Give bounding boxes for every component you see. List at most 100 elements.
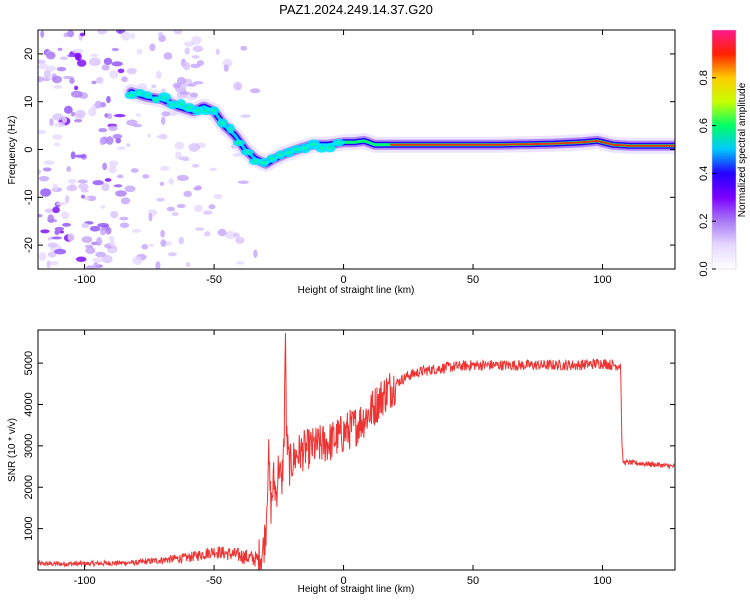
spectrogram-noise-blob [178, 236, 185, 245]
spectrogram-noise-blob [59, 56, 69, 61]
spectrogram-noise-blob [173, 30, 183, 35]
snr-panel: -100 -50 0 50 100 1000 2000 3000 4000 5000 Heigh… [7, 329, 676, 595]
spectrogram-noise-blob [92, 257, 103, 263]
spectrogram-noise-blob [224, 231, 237, 240]
spectrogram-ridge-blob-core [128, 93, 135, 97]
spectrogram-noise-blob [176, 204, 186, 209]
spectrogram-noise-blob [67, 30, 75, 38]
spectrogram-noise-blob [102, 162, 108, 171]
spectrogram-noise-blob [108, 164, 117, 174]
spectrogram-noise-blob [38, 59, 46, 64]
colorbar-tick-label: 0.6 [698, 118, 710, 133]
spectrogram-noise-blob [40, 30, 45, 38]
spectrogram-noise-blob [72, 48, 84, 54]
spectrogram-noise-blob [132, 256, 143, 266]
snr-ytick-label: 1000 [23, 516, 35, 540]
spectrogram-noise-blob [54, 229, 60, 235]
spectrogram-noise-blob [69, 77, 75, 84]
spectrogram-ridge-blob-core [136, 91, 143, 95]
spectrogram-noise-blob [182, 61, 191, 71]
spectrogram-noise-blob [183, 190, 192, 197]
spectrogram-noise-blob [235, 237, 245, 244]
spectrogram-noise-blob [75, 109, 86, 119]
spectrogram-noise-blob [109, 240, 116, 247]
spectrogram-noise-blob [191, 55, 200, 59]
colorbar-tick-label: 0.8 [698, 70, 710, 85]
spectrogram-noise-blob [190, 63, 201, 68]
spectrogram-ridge-blob-core [302, 146, 309, 150]
snr-series-line [38, 332, 675, 570]
spectrogram-noise-blob [61, 211, 70, 220]
spectrogram-noise-blob [161, 111, 171, 117]
spectrogram-heatmap [38, 30, 675, 269]
colorbar: 0.0 0.2 0.4 0.6 0.8 Normalized spectral ampl… [698, 29, 748, 277]
spectrogram-noise-blob [38, 129, 47, 135]
spectrogram-noise-blob [81, 222, 90, 229]
spectrogram-ridge-blob-core [310, 142, 317, 146]
spectrogram-noise-blob [119, 216, 129, 221]
spectrogram-noise-blob [57, 47, 63, 51]
colorbar-ticks: 0.0 0.2 0.4 0.6 0.8 [698, 70, 716, 277]
spectrogram-noise-blob [105, 136, 114, 145]
spectrogram-noise-blob [99, 227, 107, 236]
spectrogram-noise-blob [46, 260, 51, 269]
spectrogram-noise-blob [107, 113, 113, 120]
spectrogram-noise-blob [43, 69, 51, 78]
spectrogram-ridge-blob-core [269, 157, 275, 161]
spectrogram-noise-blob [75, 256, 87, 262]
spectrogram-noise-blob [108, 236, 115, 242]
spectrogram-noise-blob [111, 61, 123, 67]
spectrogram-noise-blob [156, 197, 165, 202]
spectrogram-noise-blob [66, 166, 72, 172]
spectrogram-noise-blob [187, 83, 197, 87]
spectrogram-noise-blob [130, 168, 139, 173]
spectrogram-ridge-blob-core [177, 102, 185, 106]
spectrogram-noise-blob [51, 236, 62, 240]
spectrogram-noise-blob [126, 143, 131, 147]
spectrogram-noise-blob [193, 81, 204, 85]
colorbar-tick-label: 0.4 [698, 166, 710, 181]
spectrogram-noise-blob [108, 160, 119, 167]
spectrogram-noise-blob [191, 36, 202, 45]
spectrogram-noise-blob [182, 158, 190, 162]
spectrogram-noise-blob [213, 194, 223, 199]
spectrogram-noise-blob [235, 83, 241, 90]
spectrogram-xtick-label: 100 [593, 274, 611, 286]
spectrogram-noise-blob [124, 185, 136, 193]
spectrogram-ytick-label: 20 [23, 48, 35, 60]
spectrogram-noise-blob [83, 196, 90, 201]
spectrogram-noise-blob [119, 222, 130, 228]
spectrogram-ridge-core-red [390, 139, 675, 147]
spectrogram-noise-blob [106, 95, 111, 104]
spectrogram-noise-blob [142, 174, 150, 179]
spectrogram-noise-blob [44, 208, 55, 214]
spectrogram-noise-blob [163, 52, 173, 60]
spectrogram-xtick-label: -100 [74, 274, 96, 286]
spectrogram-noise-blob [99, 137, 106, 146]
spectrogram-ridge-blob-core [219, 121, 226, 125]
spectrogram-noise-blob [108, 248, 116, 254]
spectrogram-noise-blob [115, 190, 127, 197]
spectrogram-noise-blob [130, 32, 136, 40]
spectrogram-noise-blob [172, 82, 182, 89]
snr-xtick-label: 100 [593, 575, 611, 587]
snr-xtick-label: -50 [206, 575, 222, 587]
spectrogram-noise-blob [189, 92, 199, 98]
spectrogram-noise-blob [47, 242, 58, 248]
spectrogram-noise-blob [54, 122, 66, 128]
spectrogram-noise-blob [108, 125, 118, 132]
spectrogram-noise-blob [74, 154, 86, 158]
spectrogram-noise-blob [141, 244, 149, 250]
spectrogram-noise-blob [193, 186, 202, 191]
spectrogram-noise-blob [79, 32, 86, 37]
spectrogram-ridge-blob-core [203, 109, 208, 113]
spectrogram-ridge-blob-core [145, 93, 150, 97]
spectrogram-ridge-blob-core [336, 141, 341, 145]
spectrogram-ridge-blob-core [253, 160, 258, 164]
spectrogram-noise-blob [38, 175, 50, 182]
spectrogram-noise-blob [38, 63, 48, 70]
spectrogram-noise-blob [47, 218, 58, 223]
spectrogram-noise-blob [151, 84, 157, 89]
spectrogram-noise-blob [147, 133, 152, 138]
